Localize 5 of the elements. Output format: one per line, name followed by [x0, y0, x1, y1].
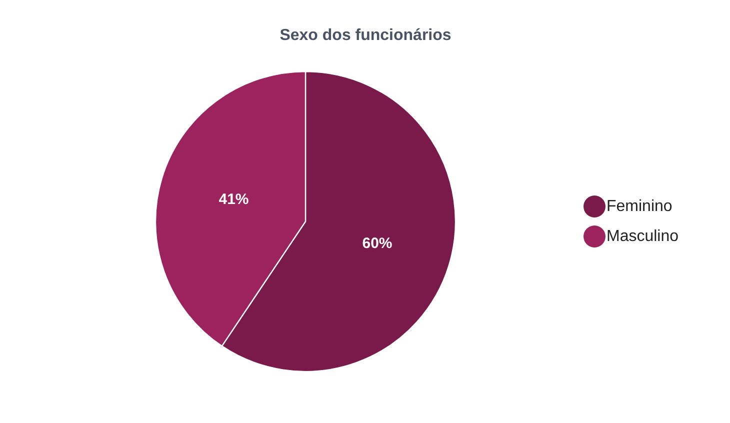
data-label: 60%: [362, 234, 392, 252]
legend-label: Feminino: [606, 198, 672, 215]
chart-title: Sexo dos funcionários: [280, 27, 452, 44]
legend-label: Masculino: [606, 228, 679, 245]
data-label: 41%: [218, 191, 249, 208]
